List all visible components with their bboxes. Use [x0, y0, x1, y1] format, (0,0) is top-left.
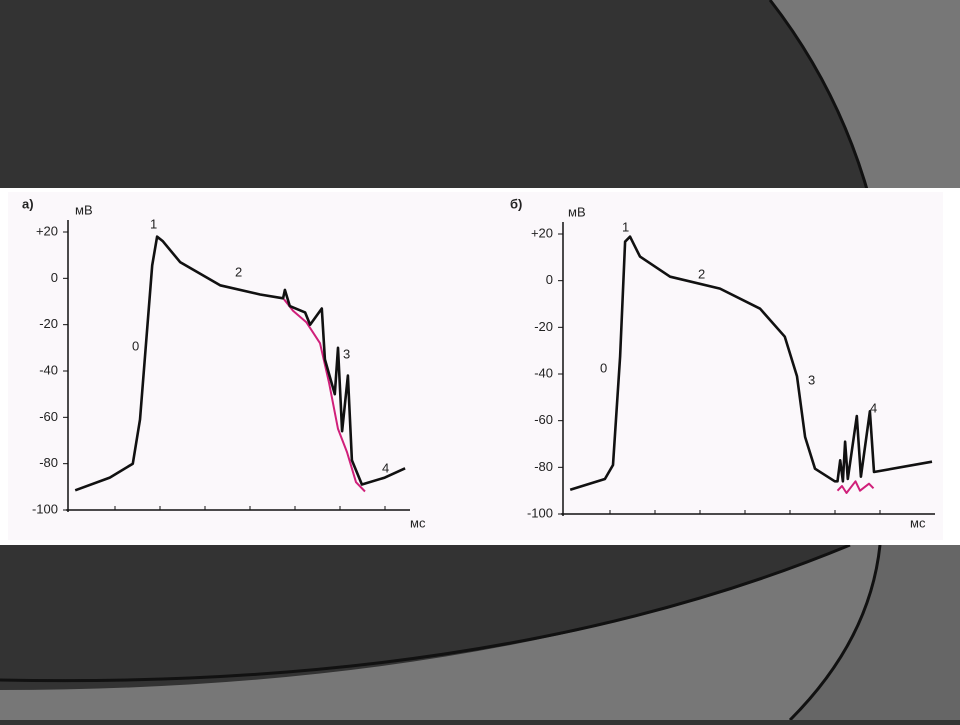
phase-label: 0	[600, 360, 607, 375]
panel-label: а)	[22, 196, 34, 211]
phase-label: 1	[150, 216, 157, 231]
phase-label: 4	[382, 460, 389, 475]
y-tick-label: -80	[534, 459, 553, 474]
line-series	[836, 480, 875, 494]
decor-shape	[790, 545, 960, 720]
y-tick-label: +20	[36, 223, 58, 238]
line-series	[74, 235, 406, 492]
phase-label: 4	[870, 400, 877, 415]
y-tick-label: -40	[534, 365, 553, 380]
y-tick-label: -80	[39, 455, 58, 470]
phase-label: 3	[808, 372, 815, 387]
y-tick-label: +20	[531, 225, 553, 240]
y-tick-label: -20	[534, 319, 553, 334]
decor-curve	[0, 543, 851, 683]
phase-label: 3	[343, 346, 350, 361]
y-tick-label: 0	[546, 272, 553, 287]
decor-curve	[768, 0, 872, 201]
y-tick-label: -100	[32, 501, 58, 516]
y-tick-label: -60	[39, 409, 58, 424]
decor-shape	[0, 545, 880, 720]
y-tick-label: 0	[51, 270, 58, 285]
decor-shape	[770, 0, 960, 200]
x-axis-label: мс	[910, 515, 926, 530]
panel-label: б)	[510, 196, 522, 211]
decor-curve	[788, 544, 882, 722]
y-axis-label: мВ	[568, 204, 586, 219]
phase-label: 0	[132, 338, 139, 353]
phase-label: 2	[698, 266, 705, 281]
y-tick-label: -20	[39, 316, 58, 331]
y-axis-label: мВ	[75, 202, 93, 217]
line-series	[569, 235, 933, 491]
x-axis-label: мс	[410, 515, 426, 530]
y-tick-label: -60	[534, 412, 553, 427]
phase-label: 2	[235, 264, 242, 279]
phase-label: 1	[622, 219, 629, 234]
y-tick-label: -100	[527, 505, 553, 520]
figure-paper	[8, 192, 943, 540]
line-series	[283, 298, 366, 493]
y-tick-label: -40	[39, 362, 58, 377]
